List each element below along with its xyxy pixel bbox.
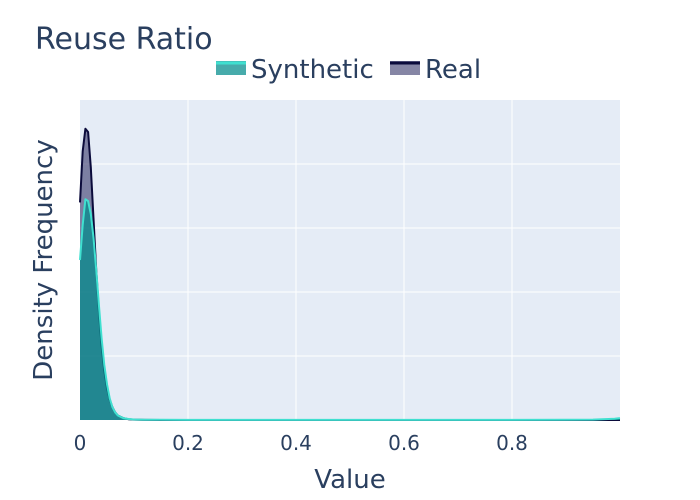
- plot-area: [80, 100, 620, 420]
- chart-title: Reuse Ratio: [35, 22, 213, 57]
- legend-label-synthetic: Synthetic: [251, 55, 374, 85]
- x-axis-ticks: 0 0.2 0.4 0.6 0.8: [74, 431, 528, 455]
- series-layer: [79, 127, 621, 421]
- legend-label-real: Real: [425, 55, 481, 85]
- x-tick-label: 0.2: [172, 431, 204, 455]
- legend-item-real[interactable]: Real: [390, 55, 481, 85]
- legend-item-synthetic[interactable]: Synthetic: [216, 55, 374, 85]
- x-tick-label: 0.8: [496, 431, 528, 455]
- x-tick-label: 0.4: [280, 431, 312, 455]
- x-tick-label: 0.6: [388, 431, 420, 455]
- series-line-synthetic: [79, 198, 621, 421]
- legend: Synthetic Real: [216, 55, 481, 85]
- x-axis-title: Value: [314, 465, 385, 495]
- x-tick-label: 0: [74, 431, 87, 455]
- gridlines: [80, 100, 620, 420]
- y-axis-title: Density Frequency: [29, 139, 59, 380]
